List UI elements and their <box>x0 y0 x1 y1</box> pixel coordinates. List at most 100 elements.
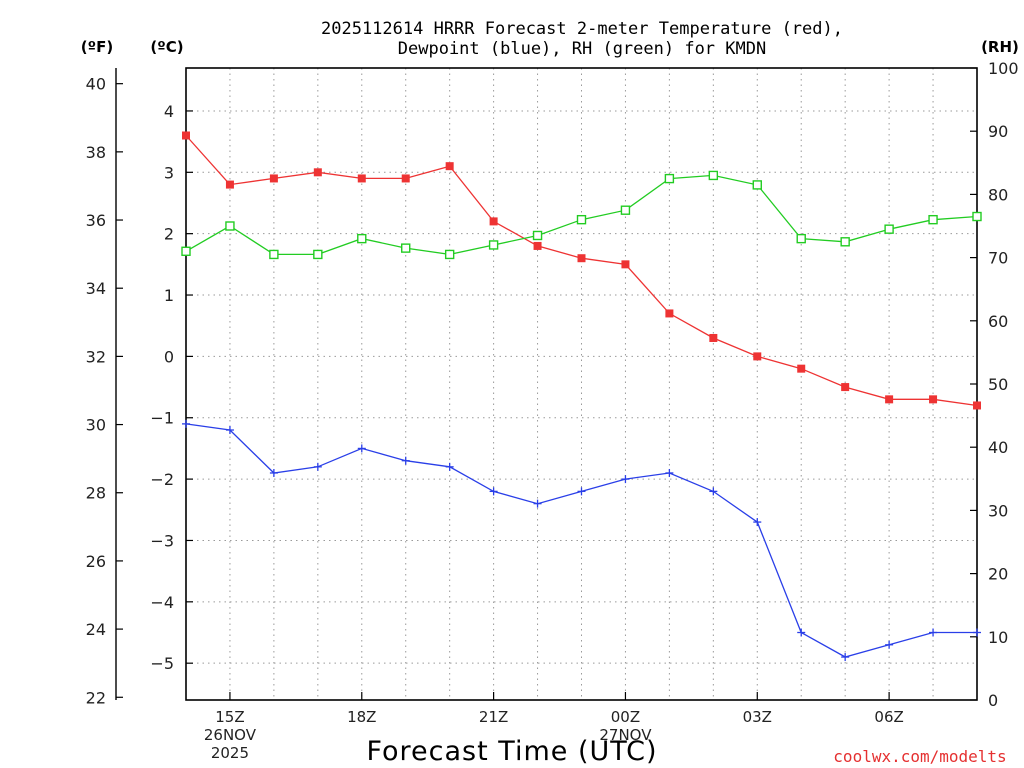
x-axis-label: Forecast Time (UTC) <box>366 736 657 767</box>
celsius-tick-label: −4 <box>150 593 174 612</box>
temperature-point <box>973 401 981 410</box>
celsius-tick-label: 3 <box>164 163 174 182</box>
rh-point <box>225 221 235 231</box>
celsius-unit-label: (ºC) <box>150 38 183 56</box>
temperature-point <box>401 174 410 183</box>
rh-tick-label: 100 <box>988 59 1019 78</box>
temperature-point <box>929 395 938 404</box>
rh-line <box>185 174 978 256</box>
dewpoint-point <box>929 628 938 637</box>
temperature-point <box>182 131 190 140</box>
dewpoint-point <box>489 487 498 496</box>
rh-tick-label: 20 <box>988 565 1008 584</box>
series-temperature <box>182 131 981 410</box>
fahrenheit-tick-label: 26 <box>86 552 106 571</box>
temperature-point <box>269 174 278 183</box>
dewpoint-point <box>269 468 278 477</box>
x-tick-label: 27NOV <box>599 726 652 744</box>
title-line-1: 2025112614 HRRR Forecast 2-meter Tempera… <box>321 19 843 39</box>
dewpoint-point <box>885 640 894 649</box>
x-tick-label: 26NOV <box>204 726 257 744</box>
temperature-point <box>621 260 630 269</box>
dewpoint-point <box>182 419 190 428</box>
rh-point <box>532 230 543 241</box>
temperature-point <box>225 180 234 189</box>
temperature-point <box>709 333 718 342</box>
dewpoint-point <box>577 487 586 496</box>
dewpoint-point <box>665 468 674 477</box>
dewpoint-point <box>533 499 542 508</box>
celsius-tick-label: 2 <box>164 225 174 244</box>
celsius-tick-label: 4 <box>164 102 174 121</box>
x-tick-label: 2025 <box>211 744 249 762</box>
celsius-tick-label: 0 <box>164 347 174 366</box>
temperature-point <box>357 174 366 183</box>
dewpoint-point <box>225 426 234 435</box>
celsius-tick-label: −2 <box>150 470 174 489</box>
rh-point <box>928 214 938 225</box>
rh-tick-label: 80 <box>988 185 1008 204</box>
rh-tick-label: 40 <box>988 438 1008 457</box>
x-tick-label: 03Z <box>743 708 772 726</box>
x-tick-label: 21Z <box>479 708 508 726</box>
rh-tick-label: 0 <box>988 691 998 710</box>
rh-point <box>269 249 279 260</box>
temperature-point <box>577 254 586 263</box>
x-tick-label: 00Z <box>611 708 640 726</box>
rh-point <box>313 249 323 260</box>
rh-point <box>796 233 806 244</box>
celsius-tick-label: 1 <box>164 286 174 305</box>
dewpoint-point <box>753 518 762 527</box>
dewpoint-point <box>621 475 630 484</box>
x-tick-label: 15Z <box>215 708 244 726</box>
temperature-point <box>797 364 806 373</box>
dewpoint-point <box>357 444 366 453</box>
rh-tick-label: 50 <box>988 375 1008 394</box>
fahrenheit-tick-label: 22 <box>86 688 106 707</box>
rh-point <box>884 224 894 234</box>
rh-tick-label: 60 <box>988 312 1008 331</box>
temperature-point <box>533 241 542 250</box>
dewpoint-point <box>841 653 850 662</box>
dewpoint-point <box>313 462 322 471</box>
x-tick-label: 18Z <box>347 708 376 726</box>
fahrenheit-tick-label: 38 <box>86 143 106 162</box>
rh-point <box>708 170 719 181</box>
celsius-tick-label: −5 <box>150 654 174 673</box>
fahrenheit-tick-label: 34 <box>86 279 106 298</box>
data-series <box>181 131 982 662</box>
temperature-point <box>313 168 322 177</box>
temperature-point <box>665 309 674 318</box>
dewpoint-point <box>973 628 981 637</box>
axes <box>115 67 978 701</box>
temperature-point <box>885 395 894 404</box>
rh-tick-label: 10 <box>988 628 1008 647</box>
rh-point <box>620 205 631 215</box>
fahrenheit-tick-label: 30 <box>86 416 106 435</box>
fahrenheit-tick-label: 32 <box>86 347 106 366</box>
rh-point <box>664 173 675 184</box>
fahrenheit-unit-label: (ºF) <box>81 38 113 56</box>
chart-title: 2025112614 HRRR Forecast 2-meter Tempera… <box>321 19 843 59</box>
dewpoint-point <box>401 456 410 465</box>
rh-tick-label: 30 <box>988 501 1008 520</box>
temperature-point <box>841 383 850 392</box>
rh-point <box>181 246 191 256</box>
celsius-tick-label: −3 <box>150 531 174 550</box>
fahrenheit-tick-label: 28 <box>86 484 106 503</box>
fahrenheit-tick-label: 40 <box>86 75 106 94</box>
temperature-point <box>753 352 762 361</box>
rh-point <box>444 249 455 260</box>
rh-point <box>576 214 587 225</box>
rh-tick-label: 90 <box>988 122 1008 141</box>
title-line-2: Dewpoint (blue), RH (green) for KMDN <box>398 39 766 59</box>
rh-point <box>401 243 411 253</box>
dewpoint-point <box>797 628 806 637</box>
rh-unit-label: (RH) <box>981 38 1019 56</box>
dewpoint-point <box>445 462 454 471</box>
celsius-tick-label: −1 <box>150 409 174 428</box>
dewpoint-point <box>709 487 718 496</box>
watermark: coolwx.com/modelts <box>833 747 1006 766</box>
fahrenheit-tick-label: 36 <box>86 211 106 230</box>
rh-point <box>840 237 850 247</box>
